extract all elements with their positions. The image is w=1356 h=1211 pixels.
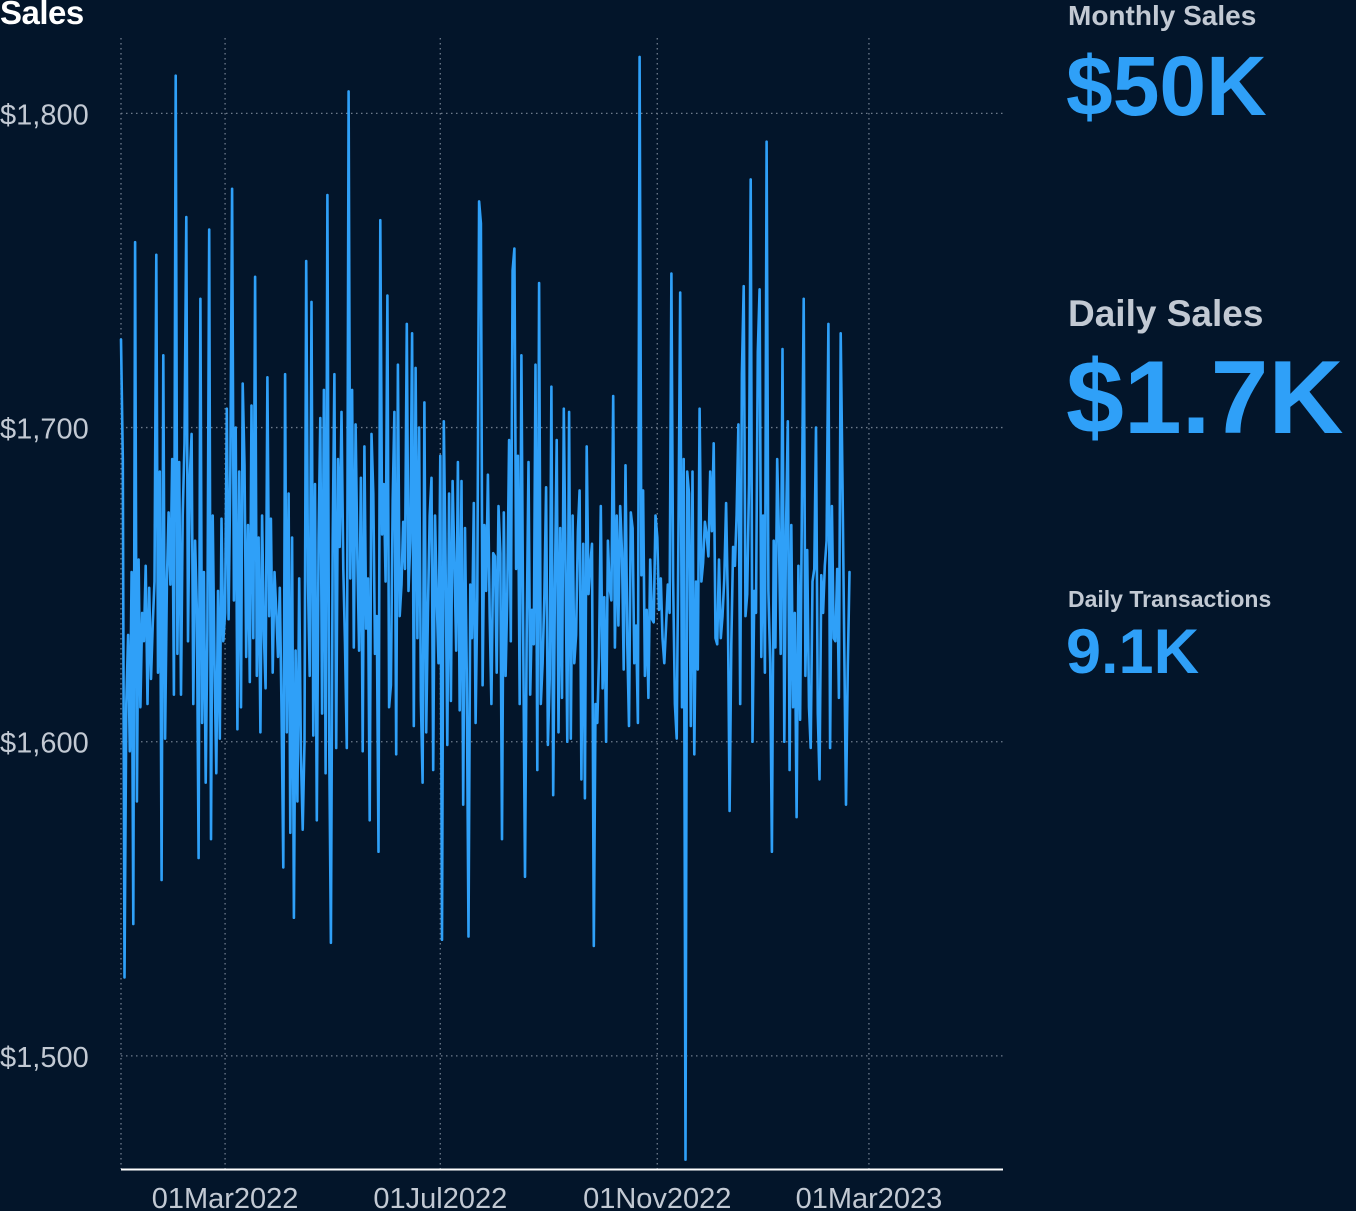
x-tick-label: 01Mar2022 (152, 1183, 299, 1211)
y-tick-label: $1,800 (0, 99, 89, 131)
y-tick-label: $1,500 (0, 1042, 89, 1074)
daily-sales-value: $1.7K (1066, 340, 1344, 456)
daily-transactions-label: Daily Transactions (1068, 586, 1272, 612)
sales-line-chart: $1,500 $1,600 $1,700 $1,800 01Mar2022 01Jul20… (0, 38, 1003, 1211)
daily-sales-label: Daily Sales (1068, 293, 1264, 334)
x-tick-label: 01Nov2022 (583, 1183, 731, 1211)
sales-series-line (119, 55, 851, 1161)
x-tick-label: 01Jul2022 (373, 1183, 507, 1211)
y-tick-label: $1,600 (0, 728, 89, 760)
x-tick-label: 01Mar2023 (796, 1183, 943, 1211)
y-tick-label: $1,700 (0, 414, 89, 446)
monthly-sales-label: Monthly Sales (1068, 0, 1257, 31)
monthly-sales-value: $50K (1066, 39, 1267, 133)
daily-transactions-value: 9.1K (1066, 617, 1200, 687)
chart-title: Sales (0, 0, 84, 31)
